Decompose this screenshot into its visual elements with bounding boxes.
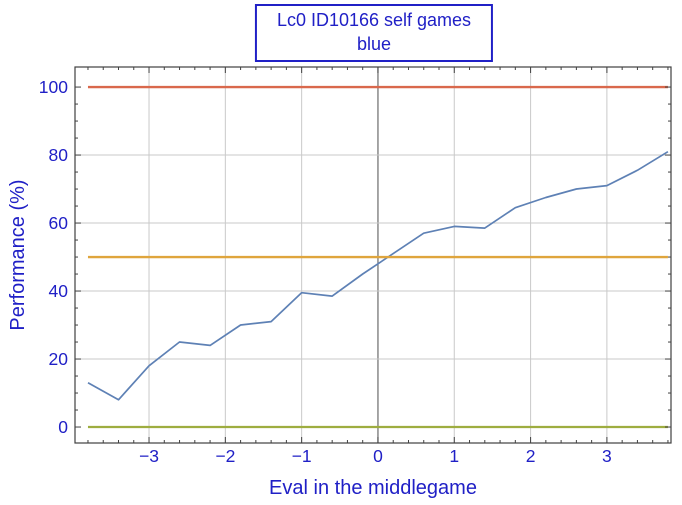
- y-tick-label: 0: [58, 417, 68, 437]
- y-axis-label: Performance (%): [7, 179, 29, 331]
- performance-line: [87, 150, 669, 401]
- plot-title-box: Lc0 ID10166 self games blue: [254, 4, 494, 62]
- x-tick-label: 2: [526, 446, 536, 466]
- y-tick-label: 20: [49, 349, 69, 369]
- x-tick-label: −1: [292, 446, 312, 466]
- plot-title-line2: blue: [356, 34, 392, 54]
- gridlines: [75, 67, 671, 443]
- y-tick-label: 100: [39, 77, 68, 97]
- y-tick-label: 80: [49, 145, 69, 165]
- x-tick-label: 1: [449, 446, 459, 466]
- x-axis-label: Eval in the middlegame: [269, 477, 477, 499]
- ticks: [75, 67, 671, 443]
- x-tick-label: −3: [139, 446, 159, 466]
- x-tick-label: 0: [373, 446, 383, 466]
- tick-labels: −3 −2 −1 0 1 2 3 0 20 40 60 80 100: [39, 77, 612, 466]
- y-tick-label: 60: [49, 213, 69, 233]
- plot-title-line1: Lc0 ID10166 self games: [276, 10, 472, 30]
- x-tick-label: 3: [602, 446, 612, 466]
- x-tick-label: −2: [215, 446, 235, 466]
- plot-frame: [74, 66, 672, 444]
- y-tick-label: 40: [49, 281, 69, 301]
- series-lines: [87, 85, 669, 429]
